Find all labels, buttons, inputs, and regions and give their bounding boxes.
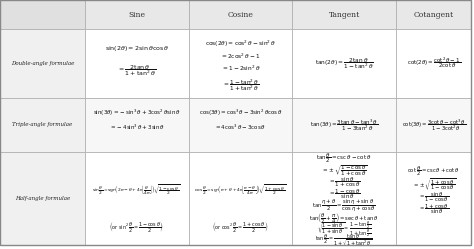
Bar bbox=[396, 98, 471, 152]
Text: $= \dfrac{1-\cos\theta}{\sin\theta}$: $= \dfrac{1-\cos\theta}{\sin\theta}$ bbox=[328, 187, 360, 201]
Text: $\cos\dfrac{\theta}{2} = \mathrm{sgn}\!\left(\pi+\theta+4\pi\left\lfloor\dfrac{\: $\cos\dfrac{\theta}{2} = \mathrm{sgn}\!\… bbox=[194, 184, 286, 198]
Text: Sine: Sine bbox=[128, 11, 145, 19]
Text: $=\dfrac{1-\tan^2\theta}{1+\tan^2\theta}$: $=\dfrac{1-\tan^2\theta}{1+\tan^2\theta}… bbox=[222, 78, 259, 94]
Text: Triple-angle formulae: Triple-angle formulae bbox=[12, 122, 73, 127]
Text: $\tan\dfrac{\theta}{2} = \csc\theta - \cot\theta$: $\tan\dfrac{\theta}{2} = \csc\theta - \c… bbox=[316, 151, 372, 165]
Bar bbox=[292, 152, 396, 245]
Text: $\tan(3\theta) = \dfrac{3\tan\theta - \tan^3\theta}{1 - 3\tan^2\theta}$: $\tan(3\theta) = \dfrac{3\tan\theta - \t… bbox=[310, 117, 378, 133]
Text: $=\dfrac{2\tan\theta}{1+\tan^2\theta}$: $=\dfrac{2\tan\theta}{1+\tan^2\theta}$ bbox=[117, 63, 156, 78]
Bar bbox=[189, 152, 292, 245]
Text: $\cos(2\theta) = \cos^2\theta - \sin^2\theta$: $\cos(2\theta) = \cos^2\theta - \sin^2\t… bbox=[205, 39, 276, 50]
Bar bbox=[85, 0, 189, 29]
Bar bbox=[292, 29, 396, 98]
Text: Half-angle formulae: Half-angle formulae bbox=[15, 195, 70, 201]
Text: Tangent: Tangent bbox=[328, 11, 360, 19]
Text: $= \dfrac{\sin\theta}{1+\cos\theta}$: $= \dfrac{\sin\theta}{1+\cos\theta}$ bbox=[328, 175, 360, 189]
Bar bbox=[189, 98, 292, 152]
Text: $\sin(2\theta) = 2\sin\theta\cos\theta$: $\sin(2\theta) = 2\sin\theta\cos\theta$ bbox=[105, 44, 169, 53]
Bar bbox=[0, 98, 85, 152]
Text: $= 1 - 2\sin^2\theta$: $= 1 - 2\sin^2\theta$ bbox=[220, 63, 260, 73]
Text: Cosine: Cosine bbox=[228, 11, 253, 19]
Text: $\left(\mathrm{or}\ \cos^2\dfrac{\theta}{2} = \dfrac{1+\cos\theta}{2}\right)$: $\left(\mathrm{or}\ \cos^2\dfrac{\theta}… bbox=[212, 220, 268, 234]
Bar bbox=[0, 29, 85, 98]
Bar bbox=[85, 98, 189, 152]
Bar bbox=[292, 0, 396, 29]
Text: $\tan\!\left(\dfrac{\theta}{2}+\dfrac{\pi}{4}\right) = \sec\theta + \tan\theta$: $\tan\!\left(\dfrac{\theta}{2}+\dfrac{\p… bbox=[310, 211, 379, 225]
Text: $= -4\sin^3\theta + 3\sin\theta$: $= -4\sin^3\theta + 3\sin\theta$ bbox=[109, 122, 165, 131]
Bar bbox=[396, 29, 471, 98]
Text: $= \pm\sqrt{\dfrac{1-\cos\theta}{1+\cos\theta}}$: $= \pm\sqrt{\dfrac{1-\cos\theta}{1+\cos\… bbox=[320, 163, 367, 177]
Bar bbox=[0, 152, 85, 245]
Text: $= 4\cos^3\theta - 3\cos\theta$: $= 4\cos^3\theta - 3\cos\theta$ bbox=[214, 122, 266, 131]
Bar bbox=[85, 152, 189, 245]
Bar bbox=[189, 29, 292, 98]
Text: $\sin(3\theta) = -\sin^3\theta + 3\cos^2\theta\sin\theta$: $\sin(3\theta) = -\sin^3\theta + 3\cos^2… bbox=[93, 108, 181, 118]
Bar bbox=[85, 29, 189, 98]
Text: Cotangent: Cotangent bbox=[414, 11, 454, 19]
Bar bbox=[0, 0, 85, 29]
Text: $\left(\mathrm{or}\ \sin^2\dfrac{\theta}{2} = \dfrac{1-\cos\theta}{2}\right)$: $\left(\mathrm{or}\ \sin^2\dfrac{\theta}… bbox=[109, 220, 164, 234]
Bar bbox=[189, 0, 292, 29]
Text: $\sqrt{\dfrac{1-\sin\theta}{1+\sin\theta}} = \dfrac{1-\tan\frac{\theta}{2}}{1+\t: $\sqrt{\dfrac{1-\sin\theta}{1+\sin\theta… bbox=[317, 220, 372, 240]
Bar bbox=[292, 98, 396, 152]
Text: $\tan\dfrac{\theta}{2} = \dfrac{\tan\theta}{1+\sqrt{1+\tan^2\theta}}$: $\tan\dfrac{\theta}{2} = \dfrac{\tan\the… bbox=[316, 232, 373, 248]
Text: Double-angle formulae: Double-angle formulae bbox=[11, 61, 74, 66]
Text: $\sin\dfrac{\theta}{2} = \mathrm{sgn}\!\left(2\pi-\theta+4\pi\left\lfloor\dfrac{: $\sin\dfrac{\theta}{2} = \mathrm{sgn}\!\… bbox=[92, 184, 181, 198]
Bar bbox=[396, 152, 471, 245]
Text: $\cot\dfrac{\theta}{2} = \csc\theta + \cot\theta$: $\cot\dfrac{\theta}{2} = \csc\theta + \c… bbox=[407, 164, 460, 178]
Text: $= \dfrac{1+\cos\theta}{\sin\theta}$: $= \dfrac{1+\cos\theta}{\sin\theta}$ bbox=[418, 202, 449, 216]
Text: $= \dfrac{\sin\theta}{1-\cos\theta}$: $= \dfrac{\sin\theta}{1-\cos\theta}$ bbox=[418, 190, 449, 204]
Text: $= 2\cos^2\theta - 1$: $= 2\cos^2\theta - 1$ bbox=[220, 51, 261, 61]
Text: $\cot(3\theta) = \dfrac{3\cot\theta - \cot^3\theta}{1 - 3\cot^2\theta}$: $\cot(3\theta) = \dfrac{3\cot\theta - \c… bbox=[401, 117, 465, 133]
Text: $\tan(2\theta) = \dfrac{2\tan\theta}{1-\tan^2\theta}$: $\tan(2\theta) = \dfrac{2\tan\theta}{1-\… bbox=[315, 56, 374, 71]
Text: $\tan\dfrac{\eta+\theta}{2} = \dfrac{\sin\eta+\sin\theta}{\cos\eta+\cos\theta}$: $\tan\dfrac{\eta+\theta}{2} = \dfrac{\si… bbox=[312, 199, 376, 214]
Bar bbox=[396, 0, 471, 29]
Text: $\cot(2\theta) = \dfrac{\cot^2\theta - 1}{2\cot\theta}$: $\cot(2\theta) = \dfrac{\cot^2\theta - 1… bbox=[407, 56, 461, 71]
Text: $\cos(3\theta) = \cos^3\theta - 3\sin^2\theta\cos\theta$: $\cos(3\theta) = \cos^3\theta - 3\sin^2\… bbox=[199, 108, 283, 118]
Text: $= \pm\sqrt{\dfrac{1+\cos\theta}{1-\cos\theta}}$: $= \pm\sqrt{\dfrac{1+\cos\theta}{1-\cos\… bbox=[411, 177, 456, 192]
